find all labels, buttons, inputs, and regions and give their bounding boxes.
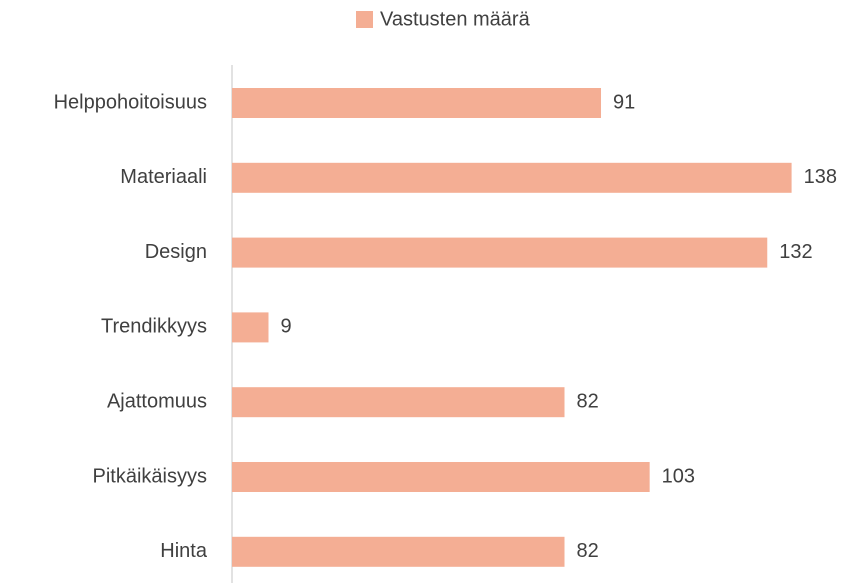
y-tick-label: Helppohoitoisuus (54, 91, 207, 113)
value-label: 103 (662, 465, 695, 487)
bar (232, 88, 602, 118)
bar (232, 536, 565, 567)
value-label: 82 (577, 540, 599, 562)
value-label: 91 (613, 91, 635, 113)
y-tick-label: Ajattomuus (107, 390, 207, 412)
value-label: 9 (280, 316, 291, 338)
legend-swatch (356, 11, 373, 28)
value-label: 82 (577, 390, 599, 412)
bar (232, 312, 269, 343)
bar (232, 237, 768, 268)
y-tick-label: Trendikkyys (101, 316, 207, 338)
bar (232, 162, 792, 193)
y-tick-label: Materiaali (120, 166, 207, 188)
bar (232, 387, 565, 418)
y-tick-label: Pitkäikäisyys (93, 465, 207, 487)
value-label: 138 (804, 166, 837, 188)
y-tick-label: Hinta (160, 540, 208, 562)
legend-label: Vastusten määrä (380, 8, 531, 30)
y-tick-label: Design (145, 241, 207, 263)
value-label: 132 (779, 241, 812, 263)
bar (232, 462, 650, 492)
